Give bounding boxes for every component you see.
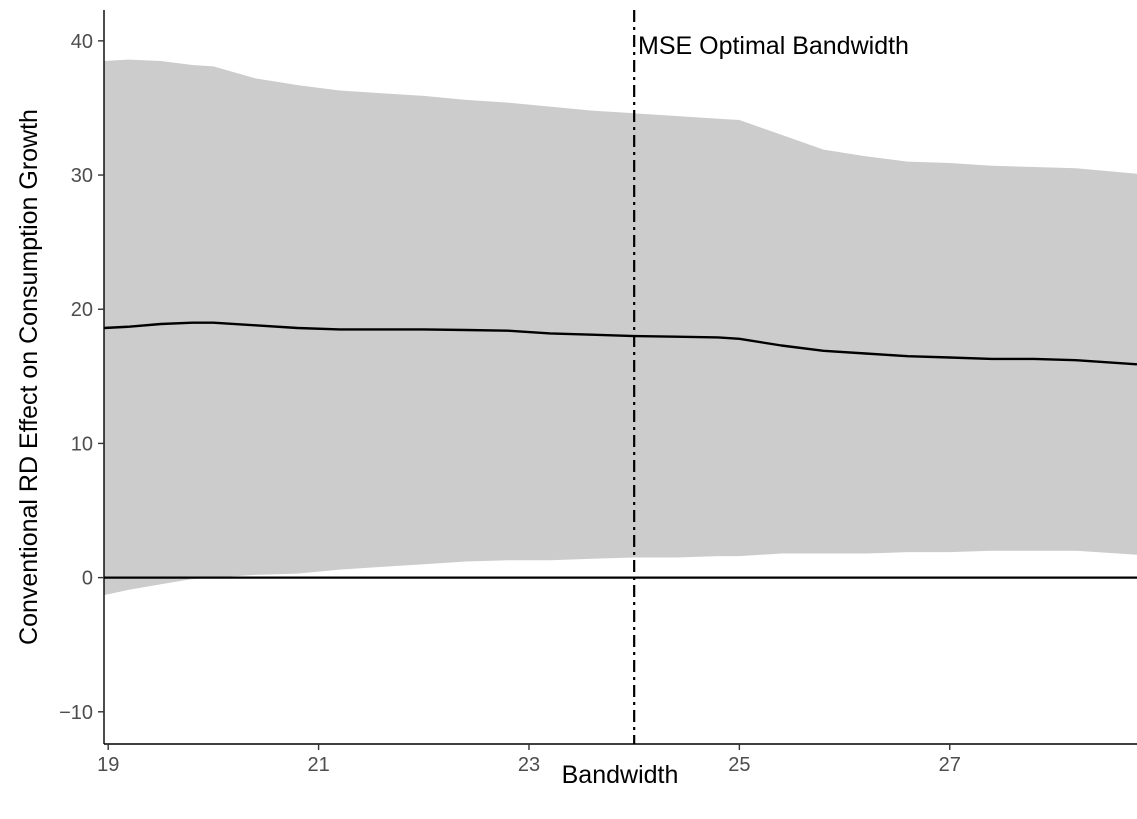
x-tick-label: 25 xyxy=(728,754,750,776)
x-tick-label: 21 xyxy=(307,754,329,776)
x-tick-label: 27 xyxy=(939,754,961,776)
estimate-line-0 xyxy=(103,321,1137,366)
y-axis-title: Conventional RD Effect on Consumption Gr… xyxy=(15,109,43,645)
y-tick-label: −10 xyxy=(59,702,93,724)
confidence-band xyxy=(104,59,1137,596)
x-axis-title: Bandwidth xyxy=(562,761,679,789)
x-tick-label: 23 xyxy=(518,754,540,776)
y-tick-label: 30 xyxy=(71,165,93,187)
y-tick-label: 10 xyxy=(71,433,93,455)
x-tick-label: 19 xyxy=(97,754,119,776)
mse-optimal-bandwidth-label: MSE Optimal Bandwidth xyxy=(638,32,909,60)
y-tick-label: 20 xyxy=(71,299,93,321)
y-tick-label: 0 xyxy=(82,568,93,590)
y-tick-label: 40 xyxy=(71,31,93,53)
